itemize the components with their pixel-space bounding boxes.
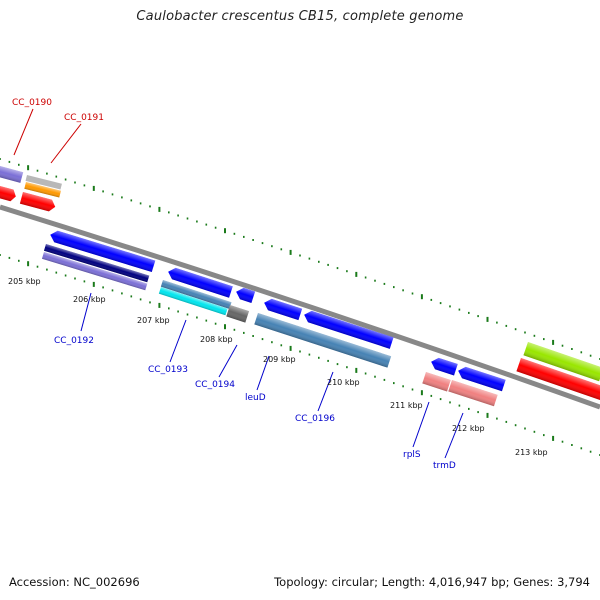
feature-leud-cds[interactable] (262, 297, 303, 321)
gene-label-cc0190[interactable]: CC_0190 (12, 98, 52, 108)
gene-label-cc0192[interactable]: CC_0192 (54, 336, 94, 346)
feature-right-green[interactable] (523, 342, 600, 382)
feature-rpls-cds[interactable] (429, 356, 458, 376)
scale-label: 205 kbp (8, 277, 41, 286)
gene-callouts (13, 108, 464, 459)
scale-label: 207 kbp (137, 316, 170, 325)
gene-label-cc0191[interactable]: CC_0191 (64, 113, 104, 123)
map-title: Caulobacter crescentus CB15, complete ge… (136, 9, 464, 24)
feature-right-red[interactable] (516, 358, 600, 401)
feature-cc0193-steel[interactable] (160, 280, 232, 309)
scale-label: 213 kbp (515, 448, 548, 457)
feature-cc0192-navy[interactable] (43, 244, 150, 283)
scale-label: 210 kbp (327, 378, 360, 387)
feature-cc0191-silver[interactable] (25, 175, 62, 190)
feature-trmd-cds[interactable] (456, 365, 506, 392)
feature-cc0196-cds[interactable] (302, 309, 394, 349)
feature-cc0193-cyan[interactable] (158, 287, 228, 316)
inner-tick-ring (0, 254, 600, 456)
feature-rpls-salmon[interactable] (422, 372, 451, 392)
features (0, 166, 600, 407)
feature-leud-steel[interactable] (254, 313, 392, 368)
accession-text: Accession: NC_002696 (9, 575, 140, 589)
gene-labels: CC_0190 CC_0191 CC_0192 CC_0193 CC_0194 … (12, 98, 456, 471)
gene-label-cc0196[interactable]: CC_0196 (295, 414, 335, 424)
gene-label-rpls[interactable]: rplS (403, 450, 421, 460)
feature-cc0191-orange[interactable] (24, 182, 61, 198)
feature-cc0192-cds[interactable] (48, 229, 156, 273)
scale-label: 208 kbp (200, 335, 233, 344)
feature-trmd-salmon[interactable] (448, 380, 498, 407)
feature-cc0191-cds[interactable] (19, 192, 57, 213)
feature-cc0192-purple[interactable] (41, 252, 148, 291)
outer-tick-ring (0, 158, 600, 360)
scale-label: 209 kbp (263, 355, 296, 364)
feature-cc0190-purple[interactable] (0, 166, 24, 183)
genome-backbone (0, 204, 600, 410)
gene-label-leud[interactable]: leuD (245, 393, 266, 403)
feature-cc0193-cds[interactable] (166, 266, 233, 298)
gene-label-trmd[interactable]: trmD (433, 461, 456, 471)
feature-cc0194-cds[interactable] (234, 286, 256, 303)
gene-label-cc0194[interactable]: CC_0194 (195, 380, 235, 390)
feature-cc0190-red[interactable] (0, 186, 17, 202)
feature-cc0194-grey[interactable] (226, 305, 250, 323)
scale-label: 212 kbp (452, 424, 485, 433)
scale-label: 206 kbp (73, 295, 106, 304)
scale-labels: 205 kbp 206 kbp 207 kbp 208 kbp 209 kbp … (8, 277, 548, 457)
genome-summary-text: Topology: circular; Length: 4,016,947 bp… (274, 575, 590, 589)
scale-label: 211 kbp (390, 401, 423, 410)
gene-label-cc0193[interactable]: CC_0193 (148, 365, 188, 375)
